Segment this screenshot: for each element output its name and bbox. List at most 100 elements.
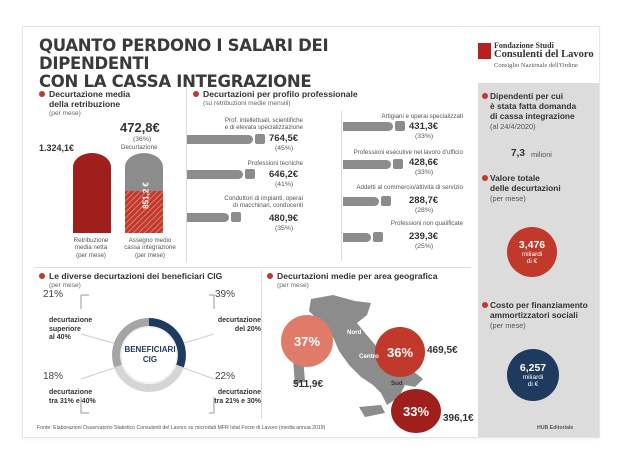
assegno-value: 851,2 € (141, 182, 151, 209)
media-title-2: della retribuzione (49, 99, 121, 109)
profilo-pct-6: (25%) (415, 243, 434, 250)
profilo-label-3: Artigiani e operai specializzati (381, 113, 463, 120)
logo: Fondazione Studi Consulenti del Lavoro C… (478, 41, 594, 77)
worker-icon (245, 169, 255, 179)
logo-line-3: Consiglio Nazionale dell'Ordine (494, 62, 578, 69)
dipendenti-title: Dipendenti per cui è stata fatta domanda… (490, 91, 577, 121)
centro-label: Centro (359, 353, 379, 360)
profilo-value-4: 428,6€ (409, 157, 439, 168)
profilo-pct-4: (33%) (415, 169, 434, 176)
logo-mark-icon (478, 43, 491, 59)
media-title: Decurtazione media della retribuzione (49, 89, 130, 109)
profilo-value-1: 646,2€ (269, 169, 299, 180)
worker-icon (373, 232, 383, 242)
bullet-icon (193, 91, 199, 97)
profilo-value-3: 431,3€ (409, 121, 439, 132)
ring-segment-gray (112, 318, 150, 368)
page-title: QUANTO PERDONO I SALARI DEI DIPENDENTI C… (39, 37, 439, 91)
media-bars (73, 153, 163, 233)
segment-label-2: decurtazione tra 31% e 40% (49, 389, 96, 405)
segment-pct-1: 39% (215, 289, 236, 300)
ring-segment-navy (148, 318, 186, 368)
beneficiari-center: BENEFICIARI CIG (124, 345, 176, 364)
profilo-label-0: Prof. intellettuali, scientifiche e di e… (224, 117, 303, 132)
profilo-label-1: Professioni tecniche (247, 160, 303, 167)
aree-title: Decurtazioni medie per area geografica (277, 271, 438, 281)
profilo-value-6: 239,3€ (409, 231, 439, 242)
nord-pct: 37% (293, 333, 321, 349)
bullet-icon (482, 175, 488, 181)
label-assegno: Assegno medio cassa integrazione (per me… (124, 237, 176, 259)
costo-value: 6,257 (519, 362, 547, 374)
centro-circle: 36% (375, 327, 425, 377)
bullet-icon (39, 273, 45, 279)
title-line-2: CON LA CASSA INTEGRAZIONE (39, 72, 312, 91)
profili-sub: (su retribuzioni medie mensili) (203, 100, 291, 107)
profilo-pct-1: (41%) (275, 181, 294, 188)
sud-circle: 33% (391, 389, 441, 433)
decurtazione-pct: (36%) (133, 136, 152, 143)
valore-sub: (per mese) (490, 194, 526, 203)
worker-icon (395, 121, 405, 131)
beneficiari-diagram (80, 294, 215, 414)
divider (341, 111, 342, 261)
profilo-bar-2 (187, 213, 229, 222)
beneficiari-title: Le diverse decurtazioni dei beneficiari … (49, 271, 223, 281)
profilo-label-2: Conduttori di impianti, operai di macchi… (224, 195, 303, 210)
dipendenti-sub: (al 24/4/2020) (490, 122, 536, 131)
aree-sub: (per mese) (277, 282, 309, 289)
nord-circle: 37% (281, 315, 333, 367)
sicily-shape (359, 405, 385, 417)
profilo-pct-5: (28%) (415, 207, 434, 214)
bullet-icon (482, 302, 488, 308)
centro-pct: 36% (386, 344, 414, 360)
netta-value: 1.324,1€ (39, 143, 75, 153)
valore-circle: 3,476 miliardi di € (507, 227, 557, 277)
profilo-label-6: Professioni non qualificate (390, 220, 463, 227)
profilo-bar-3 (343, 122, 393, 131)
logo-line-2: Consulenti del Lavoro (494, 49, 594, 60)
segment-label-0: decurtazione superiore al 40% (49, 317, 93, 341)
profilo-bar-4 (343, 160, 391, 169)
dipendenti-unit: milioni (531, 150, 552, 159)
footer-credit: HUB Editoriale (537, 425, 574, 431)
bullet-icon (267, 273, 273, 279)
label-netta: Retribuzione media netta (per mese) (73, 237, 109, 259)
worker-icon (231, 212, 241, 222)
segment-label-3: decurtazione tra 21% e 30% (214, 389, 261, 405)
valore-value: 3,476 (518, 239, 546, 251)
sud-pct: 33% (402, 403, 430, 419)
nord-label: Nord (347, 329, 362, 336)
title-line-1: QUANTO PERDONO I SALARI DEI DIPENDENTI (39, 36, 329, 73)
worker-icon (381, 196, 391, 206)
divider (35, 267, 471, 268)
logo-line-1: Fondazione Studi (494, 41, 554, 50)
segment-pct-3: 22% (215, 371, 236, 382)
profilo-label-5: Addetti al commercio/attività di servizi… (356, 184, 463, 191)
centro-value: 469,5€ (427, 345, 458, 356)
sud-value: 396,1€ (443, 413, 474, 424)
profilo-pct-3: (33%) (415, 133, 434, 140)
worker-icon (255, 134, 265, 144)
infographic-card: QUANTO PERDONO I SALARI DEI DIPENDENTI C… (22, 26, 600, 438)
costo-title: Costo per finanziamento ammortizzatori s… (490, 300, 588, 320)
bullet-icon (39, 91, 45, 97)
segment-pct-2: 18% (43, 371, 64, 382)
assegno-bar (125, 191, 163, 233)
decurtazione-label: Decurtazione (121, 144, 158, 151)
sud-label: Sud (391, 380, 403, 387)
media-sub: (per mese) (49, 110, 81, 117)
profilo-value-2: 480,9€ (269, 213, 299, 224)
italy-shape (309, 295, 423, 405)
decurtazione-value: 472,8€ (120, 120, 160, 135)
netta-bar (73, 153, 111, 233)
valore-title: Valore totale delle decurtazioni (490, 173, 561, 193)
dipendenti-value: 7,3 (511, 148, 525, 159)
beneficiari-sub: (per mese) (49, 282, 81, 289)
profilo-label-4: Professioni esecutive nel lavoro d'uffic… (353, 149, 463, 156)
profilo-bar-1 (187, 170, 243, 179)
divider (186, 87, 187, 262)
profilo-pct-0: (45%) (275, 145, 294, 152)
worker-icon (393, 159, 403, 169)
segment-label-1: decurtazione del 20% (217, 317, 261, 333)
